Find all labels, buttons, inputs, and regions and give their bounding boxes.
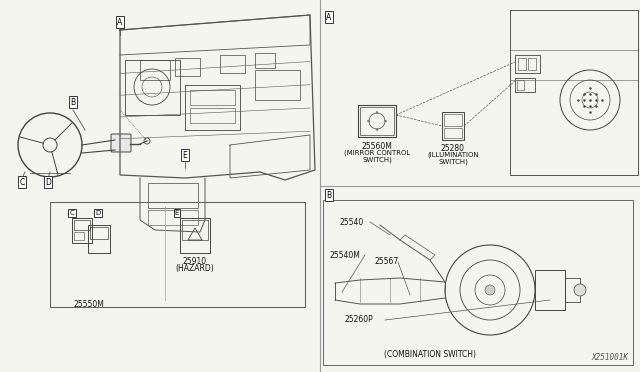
Bar: [360, 107, 394, 135]
Text: X251001K: X251001K: [591, 353, 628, 362]
Bar: [180, 218, 210, 253]
Bar: [517, 80, 524, 90]
Text: 25567: 25567: [375, 257, 399, 266]
Text: 25560M: 25560M: [362, 142, 392, 151]
Bar: [255, 70, 300, 100]
Text: 25260P: 25260P: [345, 315, 374, 324]
Bar: [182, 220, 208, 240]
Text: C: C: [70, 210, 74, 216]
Text: 25540: 25540: [340, 218, 364, 227]
Bar: [515, 78, 535, 92]
Text: (COMBINATION SWITCH): (COMBINATION SWITCH): [384, 350, 476, 359]
Text: E: E: [182, 151, 188, 160]
Bar: [518, 58, 526, 70]
Bar: [528, 58, 536, 70]
Text: B: B: [70, 97, 76, 106]
Bar: [442, 112, 464, 140]
Text: (HAZARD): (HAZARD): [175, 264, 214, 273]
Bar: [220, 55, 245, 73]
Bar: [125, 60, 180, 115]
Bar: [358, 105, 396, 137]
Bar: [140, 60, 170, 80]
Bar: [255, 53, 275, 68]
Text: E: E: [175, 210, 179, 216]
Bar: [565, 278, 580, 302]
Circle shape: [574, 284, 586, 296]
Bar: [74, 220, 90, 230]
Text: C: C: [19, 177, 24, 186]
Text: SWITCH): SWITCH): [362, 156, 392, 163]
Bar: [175, 58, 200, 76]
Text: 25540M: 25540M: [330, 250, 361, 260]
Text: D: D: [95, 210, 100, 216]
Text: 25550M: 25550M: [74, 300, 104, 309]
Text: 25910: 25910: [183, 257, 207, 266]
Bar: [323, 200, 633, 365]
Bar: [444, 128, 462, 138]
Text: B: B: [326, 190, 332, 199]
FancyBboxPatch shape: [111, 134, 131, 152]
Bar: [190, 90, 235, 105]
Text: 25280: 25280: [441, 144, 465, 153]
Bar: [74, 232, 84, 240]
Bar: [72, 218, 92, 243]
Bar: [190, 108, 235, 123]
Bar: [444, 114, 462, 126]
Bar: [148, 210, 198, 225]
Bar: [515, 55, 540, 73]
Bar: [50, 202, 305, 307]
Bar: [535, 270, 565, 310]
Text: D: D: [45, 177, 51, 186]
Text: (MIRROR CONTROL: (MIRROR CONTROL: [344, 149, 410, 155]
Bar: [185, 85, 240, 130]
Text: SWITCH): SWITCH): [438, 158, 468, 164]
Bar: [88, 225, 110, 253]
Bar: [90, 227, 108, 239]
Bar: [148, 183, 198, 208]
Text: (ILLUMINATION: (ILLUMINATION: [427, 151, 479, 157]
Circle shape: [485, 285, 495, 295]
Text: A: A: [117, 17, 123, 26]
Text: A: A: [326, 13, 332, 22]
